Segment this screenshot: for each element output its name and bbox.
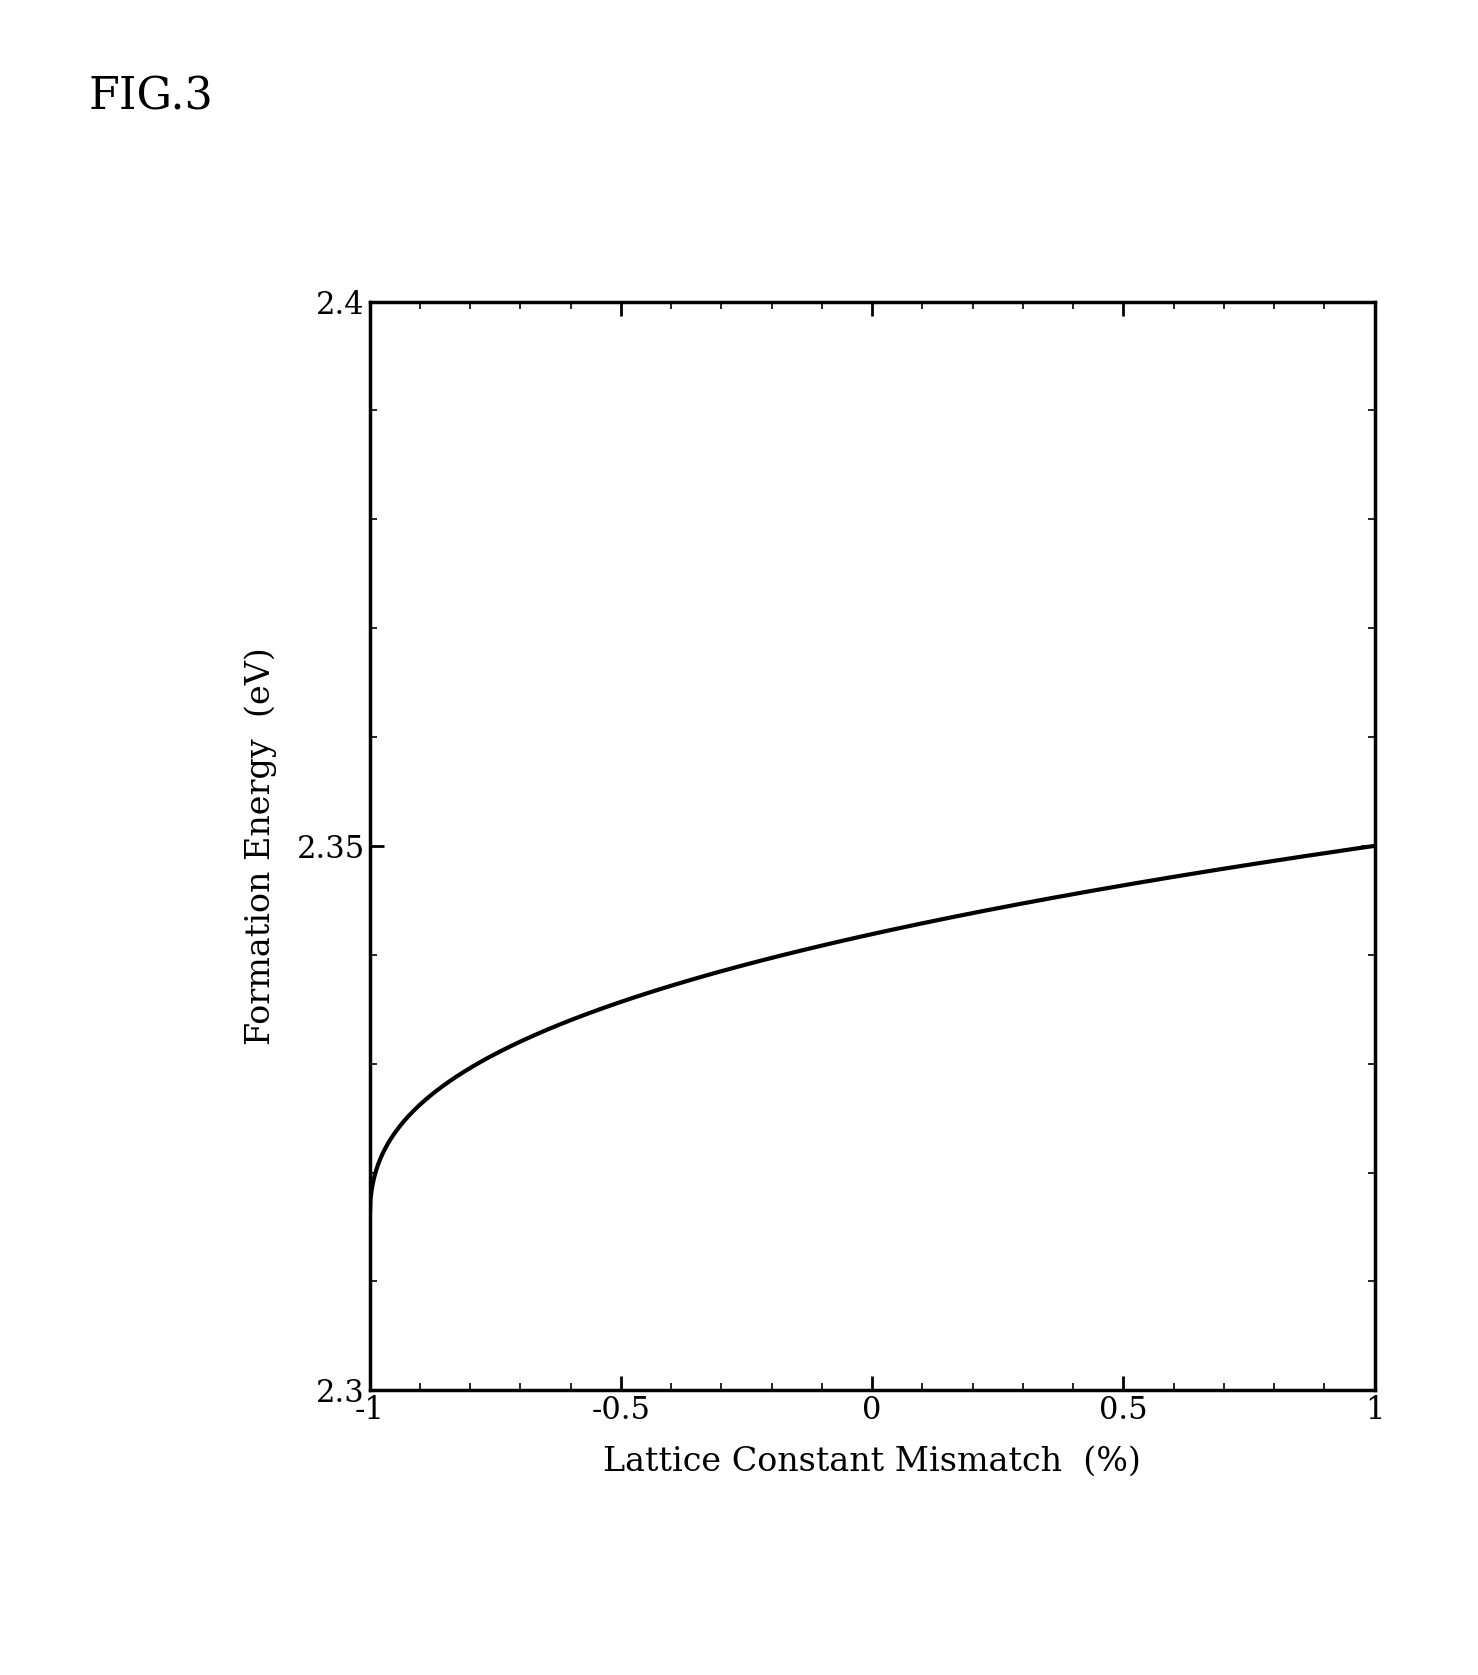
Y-axis label: Formation Energy  (eV): Formation Energy (eV) [244,647,276,1045]
Text: FIG.3: FIG.3 [89,75,213,119]
X-axis label: Lattice Constant Mismatch  (%): Lattice Constant Mismatch (%) [603,1446,1141,1477]
